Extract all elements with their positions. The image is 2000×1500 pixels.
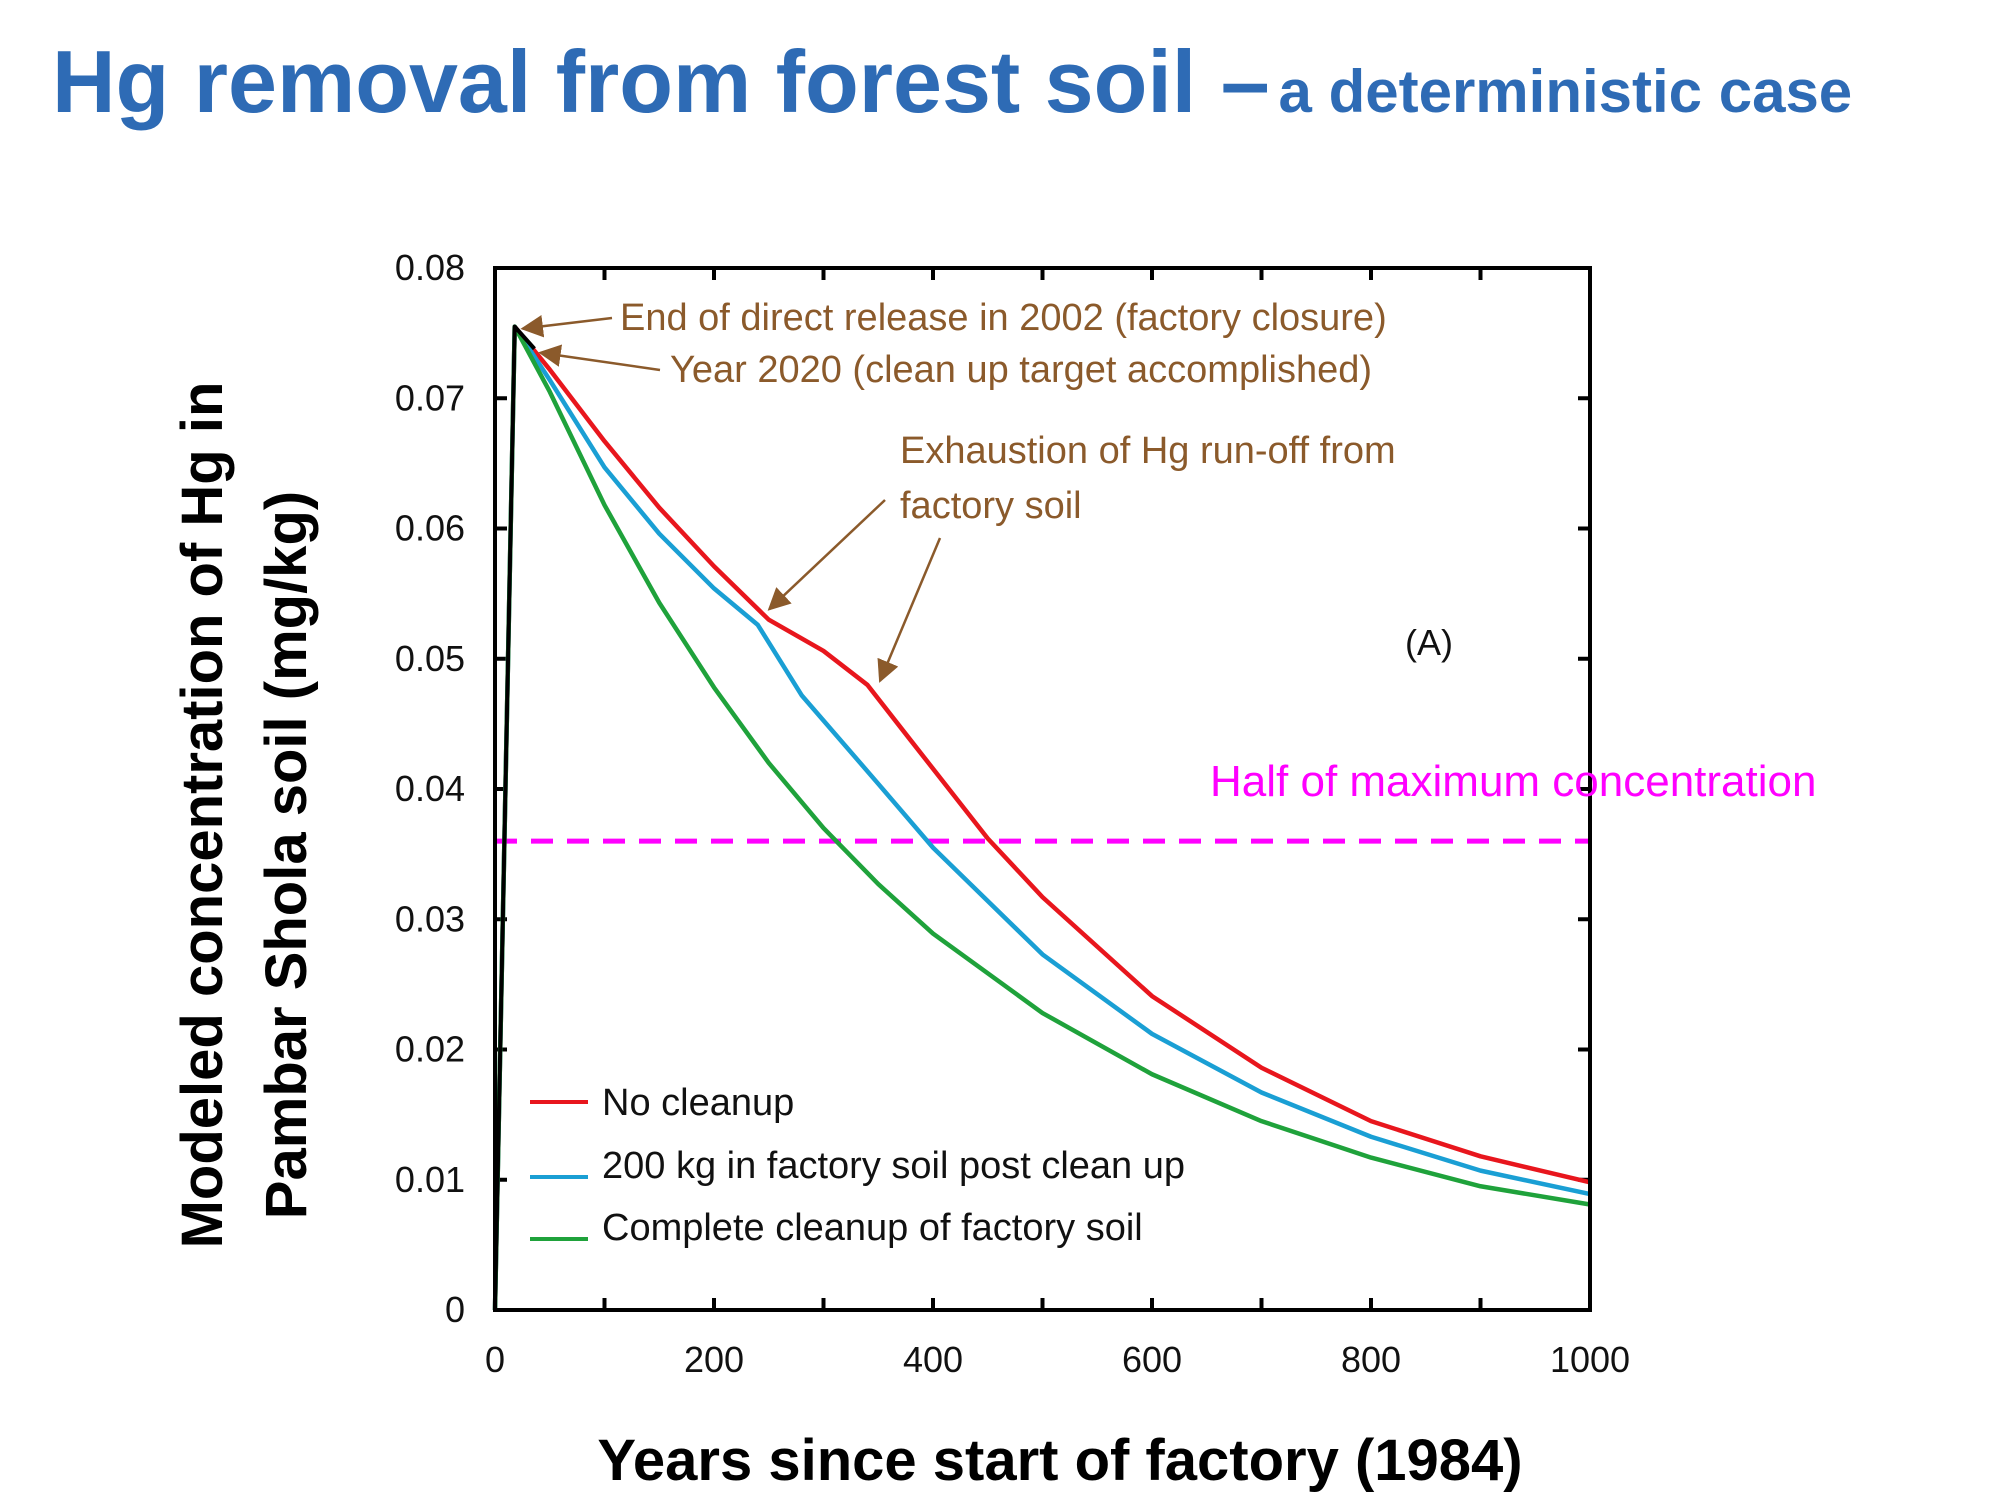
- x-axis-ticks: 0 200 400 600 800 1000: [485, 268, 1630, 1380]
- annotation-arrow-factory-closure: [520, 315, 613, 338]
- x-tick-label: 400: [903, 1339, 963, 1380]
- x-tick-label: 1000: [1550, 1339, 1630, 1380]
- y-tick-label: 0.01: [395, 1159, 465, 1200]
- annotation-runoff-line2: factory soil: [900, 485, 1082, 527]
- x-tick-label: 600: [1122, 1339, 1182, 1380]
- y-tick-label: 0.06: [395, 508, 465, 549]
- annotation-arrow-cleanup-target: [538, 344, 661, 372]
- legend-label-no-cleanup: No cleanup: [602, 1082, 794, 1124]
- annotation-cleanup-target: Year 2020 (clean up target accomplished): [670, 349, 1372, 391]
- slide-title-sub: a deterministic case: [1278, 58, 1853, 125]
- slide-title-main: Hg removal from forest soil –: [52, 32, 1270, 131]
- y-tick-label: 0.07: [395, 377, 465, 418]
- x-tick-label: 200: [684, 1339, 744, 1380]
- legend-label-complete-cleanup: Complete cleanup of factory soil: [602, 1207, 1143, 1249]
- annotations: End of direct release in 2002 (factory c…: [520, 297, 1396, 683]
- slide-title: Hg removal from forest soil – a determin…: [52, 38, 1852, 126]
- y-tick-label: 0.04: [395, 768, 465, 809]
- annotation-factory-closure: End of direct release in 2002 (factory c…: [620, 297, 1387, 339]
- y-tick-label: 0.02: [395, 1029, 465, 1070]
- annotation-runoff-line1: Exhaustion of Hg run-off from: [900, 430, 1396, 472]
- x-axis-title: Years since start of factory (1984): [597, 1428, 1522, 1493]
- y-axis-title-line2: Pambar Shola soil (mg/kg): [254, 491, 319, 1219]
- x-tick-label: 0: [485, 1339, 505, 1380]
- y-axis-title-line1: Modeled concentration of Hg in: [170, 382, 235, 1249]
- y-tick-label: 0: [445, 1289, 465, 1330]
- y-axis-ticks: 0 0.01 0.02 0.03 0.04 0.05 0.06 0.07 0.08: [395, 247, 1590, 1330]
- initial-release-segment: [493, 324, 536, 1311]
- y-tick-label: 0.05: [395, 638, 465, 679]
- y-tick-label: 0.03: [395, 898, 465, 939]
- panel-label: (A): [1405, 622, 1453, 663]
- legend-label-200kg: 200 kg in factory soil post clean up: [602, 1145, 1185, 1187]
- x-tick-label: 800: [1341, 1339, 1401, 1380]
- legend: No cleanup 200 kg in factory soil post c…: [530, 1082, 1185, 1249]
- y-tick-label: 0.08: [395, 247, 465, 288]
- annotation-arrow-runoff-blue: [767, 499, 886, 611]
- series-group: [492, 324, 1591, 1311]
- series-line-no-cleanup: [492, 324, 1591, 1311]
- reference-line-label: Half of maximum concentration: [1210, 757, 1816, 806]
- annotation-arrow-runoff-red: [877, 537, 942, 683]
- plot-frame: [493, 266, 1592, 1312]
- series-line-complete-cleanup: [492, 324, 1591, 1311]
- series-line-200kg: [492, 324, 1591, 1311]
